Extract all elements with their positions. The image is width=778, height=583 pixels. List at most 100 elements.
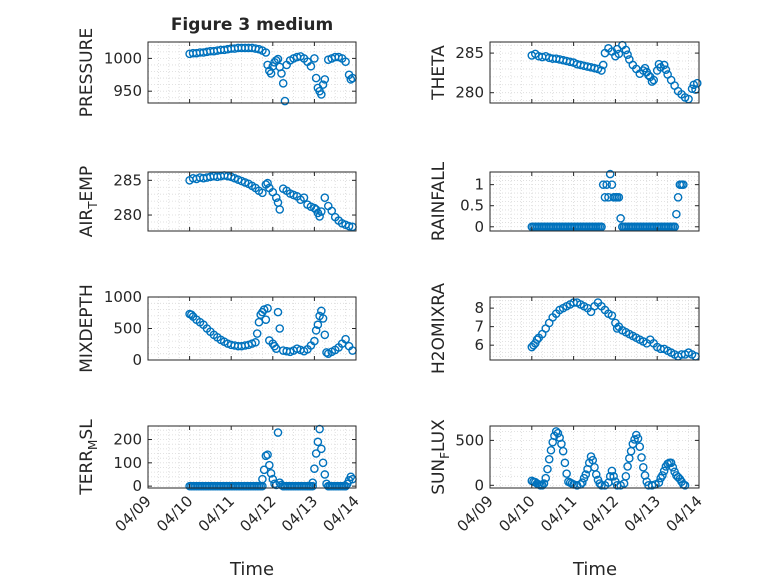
data-point	[630, 435, 639, 444]
data-point	[649, 75, 659, 85]
y-tick-label: 280	[113, 206, 142, 224]
data-point	[258, 474, 267, 484]
x-tick-label: 04/14	[663, 492, 706, 535]
data-point	[600, 192, 610, 202]
data-point	[320, 330, 330, 340]
data-point	[647, 480, 657, 490]
data-point	[621, 472, 631, 481]
data-point	[318, 80, 328, 89]
data-point	[317, 306, 326, 316]
axes-box	[489, 296, 700, 361]
data-point	[306, 61, 316, 71]
data-series-terr_msl	[185, 424, 357, 491]
data-point	[311, 449, 321, 458]
data-point	[317, 207, 326, 216]
y-tick-label: 0.5	[460, 197, 484, 215]
data-point	[661, 65, 671, 75]
data-point	[591, 470, 601, 479]
data-point	[252, 329, 262, 338]
data-point	[258, 188, 267, 198]
data-point	[673, 192, 683, 202]
data-point	[687, 84, 697, 94]
y-tick-label: 285	[113, 171, 142, 189]
data-point	[187, 310, 196, 319]
data-point	[612, 324, 622, 333]
data-point	[692, 78, 702, 88]
data-point	[659, 466, 669, 476]
y-tick-label: 100	[113, 454, 142, 472]
data-point	[544, 454, 554, 464]
data-point	[647, 77, 657, 86]
data-point	[597, 222, 606, 232]
data-point	[310, 464, 319, 473]
subplot-h2omixra: 678 H2OMIXRA	[429, 283, 700, 374]
data-point	[317, 90, 326, 99]
data-point	[273, 54, 283, 64]
data-point	[251, 338, 260, 347]
y-tick-label: 7	[474, 318, 484, 336]
data-point	[609, 472, 618, 481]
y-tick-label: 500	[113, 320, 142, 338]
axes-box	[489, 425, 700, 489]
data-point	[261, 315, 271, 324]
data-point	[320, 75, 330, 84]
data-point	[628, 439, 638, 449]
data-point	[659, 60, 669, 70]
y-tick-label: 285	[455, 44, 484, 62]
axes-box	[489, 171, 700, 232]
x-tick-label: 04/11	[537, 492, 580, 535]
y-tick-label: 200	[113, 431, 142, 449]
data-point	[679, 180, 688, 189]
data-point	[578, 478, 587, 487]
data-point	[317, 444, 326, 454]
subplot-mixdepth: 0 500 1000 MIXDEPTH	[77, 284, 357, 373]
data-point	[598, 60, 608, 70]
y-tick-label: 0	[132, 477, 142, 495]
data-series-rainfall	[527, 169, 688, 232]
x-tick-label: 04/11	[195, 492, 238, 535]
data-point	[644, 70, 653, 80]
data-point	[635, 442, 645, 451]
data-point	[597, 66, 606, 75]
data-point	[346, 75, 356, 84]
y-tick-label: 1000	[104, 49, 142, 67]
data-point	[315, 424, 324, 434]
data-point	[341, 334, 350, 344]
data-point	[640, 63, 650, 73]
data-series-sun_flux	[527, 427, 690, 490]
y-tick-label: 8	[474, 299, 484, 317]
y-axis-label: MIXDEPTH	[77, 284, 97, 373]
data-point	[543, 464, 552, 474]
y-axis-label: SUNFLUX	[429, 419, 452, 495]
data-point	[623, 50, 632, 59]
data-point	[614, 49, 624, 59]
data-point	[327, 206, 337, 216]
data-series-h2omixra	[527, 298, 700, 361]
data-point	[618, 222, 627, 232]
data-point	[266, 469, 276, 478]
x-tick-label: 04/14	[320, 492, 363, 535]
y-axis-label: THETA	[429, 45, 449, 101]
y-tick-label: 0	[474, 476, 484, 494]
data-point	[597, 480, 606, 490]
data-point	[315, 212, 324, 221]
subplot-theta: 280 285 THETA	[429, 40, 702, 104]
x-tick-label: 04/10	[153, 492, 196, 535]
data-point	[308, 478, 317, 487]
data-point	[605, 169, 615, 179]
y-axis-label: PRESSURE	[77, 28, 97, 117]
data-point	[532, 335, 542, 344]
data-point	[558, 446, 568, 456]
data-point	[261, 451, 271, 461]
data-point	[278, 481, 288, 491]
data-point	[273, 307, 283, 317]
data-point	[666, 458, 676, 468]
x-tick-label: 04/13	[621, 492, 664, 535]
subplot-rainfall: 0 0.5 1 RAINFALL	[429, 161, 700, 241]
x-tick-label: 04/09	[112, 492, 155, 535]
data-point	[320, 193, 330, 202]
